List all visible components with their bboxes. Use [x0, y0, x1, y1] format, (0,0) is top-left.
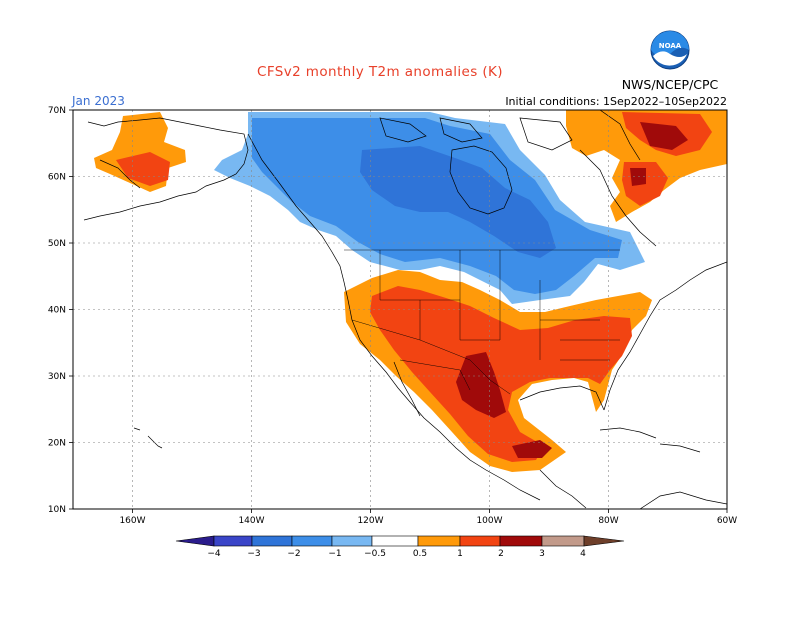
lon-label-60w: 60W [717, 516, 737, 526]
lat-label-30n: 30N [48, 372, 66, 382]
axis-ticks [69, 109, 728, 513]
colorbar-m05-05 [371, 535, 419, 547]
colorbar-label-p2: 2 [498, 549, 504, 559]
colorbar-p05-1 [417, 535, 461, 547]
canada-strong-cool-region [360, 146, 556, 258]
colorbar-m4-m3 [213, 535, 253, 547]
usa-red-region [370, 286, 632, 462]
colorbar-label-p05: 0.5 [413, 549, 427, 559]
baffin-dark-red-region [630, 168, 646, 186]
colorbar-m3-m2 [251, 535, 293, 547]
colorbar-label-m4: −4 [207, 549, 221, 559]
colorbar-label-m05: −0.5 [364, 549, 386, 559]
colorbar-p1-2 [459, 535, 501, 547]
colorbar-p3-4 [541, 535, 585, 547]
colorbar-label-p3: 3 [539, 549, 545, 559]
valid-month: Jan 2023 [72, 94, 125, 108]
colorbar-label-p1: 1 [457, 549, 463, 559]
initial-conditions: Initial conditions: 1Sep2022–10Sep2022 [505, 95, 727, 108]
lon-label-100w: 100W [476, 516, 502, 526]
latitude-labels: 10N 20N 30N 40N 50N 60N 70N [48, 106, 66, 515]
agency-label: NWS/NCEP/CPC [621, 77, 719, 92]
borders [344, 249, 620, 395]
colorbar-label-p4: 4 [580, 549, 586, 559]
lat-label-70n: 70N [48, 106, 66, 116]
colorbar-gt-4 [583, 535, 625, 547]
colorbar-labels: −4 −3 −2 −1 −0.5 0.5 1 2 3 4 [207, 549, 586, 559]
lat-label-60n: 60N [48, 173, 66, 183]
longitude-labels: 160W 140W 120W 100W 80W 60W [119, 516, 737, 526]
lat-label-10n: 10N [48, 505, 66, 515]
colorbar-label-m3: −3 [247, 549, 260, 559]
lon-label-120w: 120W [357, 516, 383, 526]
map-title: CFSv2 monthly T2m anomalies (K) [257, 64, 503, 80]
colorbar-lt-m4 [175, 535, 215, 547]
lat-label-40n: 40N [48, 306, 66, 316]
colorbar [175, 535, 625, 547]
gridlines [73, 110, 727, 509]
texas-dark-red-region [456, 352, 506, 418]
lat-label-20n: 20N [48, 439, 66, 449]
noaa-logo-text: NOAA [659, 42, 682, 50]
lon-label-160w: 160W [119, 516, 145, 526]
mexico-dark-red-region [512, 440, 552, 458]
colorbar-m2-m1 [291, 535, 333, 547]
alaska-red-region [116, 152, 170, 186]
colorbar-m1-m05 [331, 535, 373, 547]
noaa-logo-icon: NOAA [650, 30, 690, 70]
lon-label-140w: 140W [238, 516, 264, 526]
coastlines [83, 110, 727, 509]
lat-label-50n: 50N [48, 239, 66, 249]
lon-label-80w: 80W [598, 516, 618, 526]
colorbar-label-m2: −2 [287, 549, 300, 559]
greenland-dark-red-region [640, 122, 688, 150]
colorbar-p2-3 [499, 535, 543, 547]
colorbar-label-m1: −1 [328, 549, 341, 559]
